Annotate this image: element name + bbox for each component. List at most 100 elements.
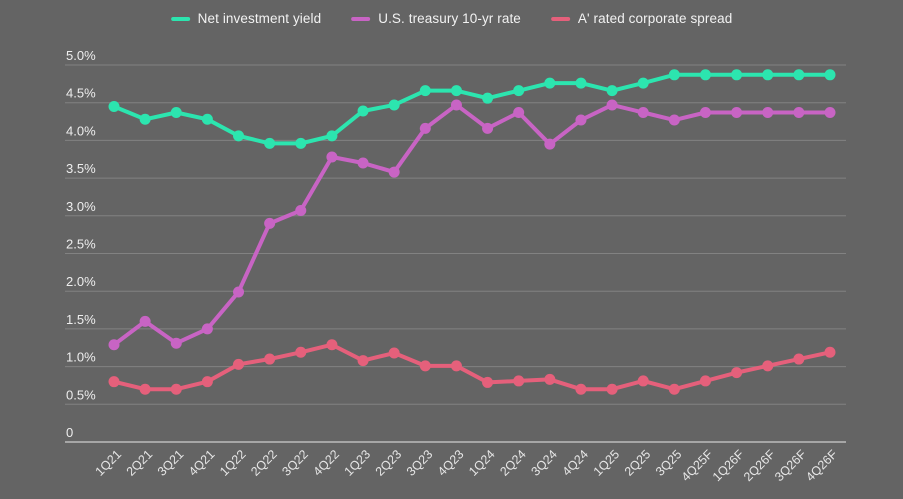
data-point[interactable] (482, 376, 494, 388)
data-point[interactable] (419, 122, 431, 134)
y-tick-label: 2.0% (66, 274, 96, 289)
y-tick-label: 3.0% (66, 199, 96, 214)
y-tick-label: 0 (66, 425, 73, 440)
legend-swatch-icon (351, 16, 371, 21)
x-tick-label: 2Q21 (124, 447, 156, 479)
data-point[interactable] (606, 383, 618, 395)
data-point[interactable] (295, 205, 307, 217)
data-point[interactable] (388, 166, 400, 178)
data-point[interactable] (575, 114, 587, 126)
data-point[interactable] (793, 107, 805, 119)
data-point[interactable] (388, 99, 400, 111)
x-tick-label: 2Q22 (248, 447, 280, 479)
data-point[interactable] (450, 360, 462, 372)
data-point[interactable] (824, 69, 836, 81)
data-point[interactable] (482, 122, 494, 134)
data-point[interactable] (264, 137, 276, 149)
data-point[interactable] (170, 337, 182, 349)
data-point[interactable] (170, 383, 182, 395)
x-tick-label: 4Q21 (186, 447, 218, 479)
x-tick-label: 1Q25 (591, 447, 623, 479)
data-point[interactable] (326, 151, 338, 163)
x-tick-label: 3Q24 (528, 447, 560, 479)
x-tick-label: 4Q23 (435, 447, 467, 479)
x-tick-label: 3Q26F (772, 447, 809, 484)
data-point[interactable] (513, 85, 525, 97)
data-point[interactable] (575, 77, 587, 89)
x-tick-label: 4Q26F (803, 447, 840, 484)
legend-item-corporate-spread[interactable]: A' rated corporate spread (550, 11, 732, 26)
legend-item-net-investment-yield[interactable]: Net investment yield (170, 11, 322, 26)
data-point[interactable] (108, 376, 120, 388)
data-point[interactable] (637, 77, 649, 89)
data-point[interactable] (699, 107, 711, 119)
data-point[interactable] (388, 347, 400, 359)
data-point[interactable] (170, 107, 182, 119)
x-tick-label: 2Q24 (497, 447, 529, 479)
data-point[interactable] (513, 107, 525, 119)
data-point[interactable] (731, 69, 743, 81)
data-point[interactable] (637, 375, 649, 387)
data-point[interactable] (201, 376, 213, 388)
y-tick-label: 1.0% (66, 350, 96, 365)
data-point[interactable] (824, 107, 836, 119)
data-point[interactable] (201, 113, 213, 125)
data-point[interactable] (793, 353, 805, 365)
data-point[interactable] (139, 113, 151, 125)
series-line (112, 102, 832, 347)
data-point[interactable] (450, 99, 462, 111)
data-point[interactable] (357, 157, 369, 169)
data-point[interactable] (264, 217, 276, 229)
data-point[interactable] (419, 85, 431, 97)
data-point[interactable] (233, 130, 245, 142)
y-tick-label: 5.0% (66, 48, 96, 63)
data-point[interactable] (699, 375, 711, 387)
data-point[interactable] (419, 360, 431, 372)
data-point[interactable] (762, 360, 774, 372)
x-tick-label: 1Q22 (217, 447, 249, 479)
y-tick-label: 4.0% (66, 123, 96, 138)
data-point[interactable] (731, 107, 743, 119)
x-tick-label: 1Q26F (710, 447, 747, 484)
data-point[interactable] (357, 355, 369, 367)
data-point[interactable] (482, 92, 494, 104)
data-point[interactable] (264, 353, 276, 365)
data-point[interactable] (762, 107, 774, 119)
data-point[interactable] (824, 346, 836, 358)
legend-item-treasury-10yr-rate[interactable]: U.S. treasury 10-yr rate (351, 11, 521, 26)
data-point[interactable] (139, 315, 151, 327)
data-point[interactable] (544, 373, 556, 385)
data-point[interactable] (108, 100, 120, 112)
data-point[interactable] (668, 69, 680, 81)
data-point[interactable] (731, 367, 743, 379)
data-point[interactable] (793, 69, 805, 81)
data-point[interactable] (295, 137, 307, 149)
data-point[interactable] (637, 107, 649, 119)
data-point[interactable] (668, 383, 680, 395)
data-point[interactable] (233, 358, 245, 370)
data-point[interactable] (575, 383, 587, 395)
data-point[interactable] (544, 138, 556, 150)
legend-swatch-icon (550, 16, 570, 21)
data-point[interactable] (762, 69, 774, 81)
data-point[interactable] (201, 323, 213, 335)
data-point[interactable] (606, 99, 618, 111)
data-point[interactable] (668, 114, 680, 126)
data-point[interactable] (699, 69, 711, 81)
data-point[interactable] (295, 346, 307, 358)
data-point[interactable] (606, 85, 618, 97)
data-point[interactable] (357, 105, 369, 117)
x-tick-label: 1Q24 (466, 447, 498, 479)
data-point[interactable] (513, 375, 525, 387)
data-point[interactable] (326, 130, 338, 142)
data-point[interactable] (108, 339, 120, 351)
data-point[interactable] (139, 383, 151, 395)
data-point[interactable] (233, 286, 245, 298)
y-tick-label: 0.5% (66, 387, 96, 402)
y-tick-label: 4.5% (66, 86, 96, 101)
data-point[interactable] (450, 85, 462, 97)
chart-legend: Net investment yield U.S. treasury 10-yr… (170, 11, 733, 26)
data-point[interactable] (544, 77, 556, 89)
data-point[interactable] (326, 339, 338, 351)
